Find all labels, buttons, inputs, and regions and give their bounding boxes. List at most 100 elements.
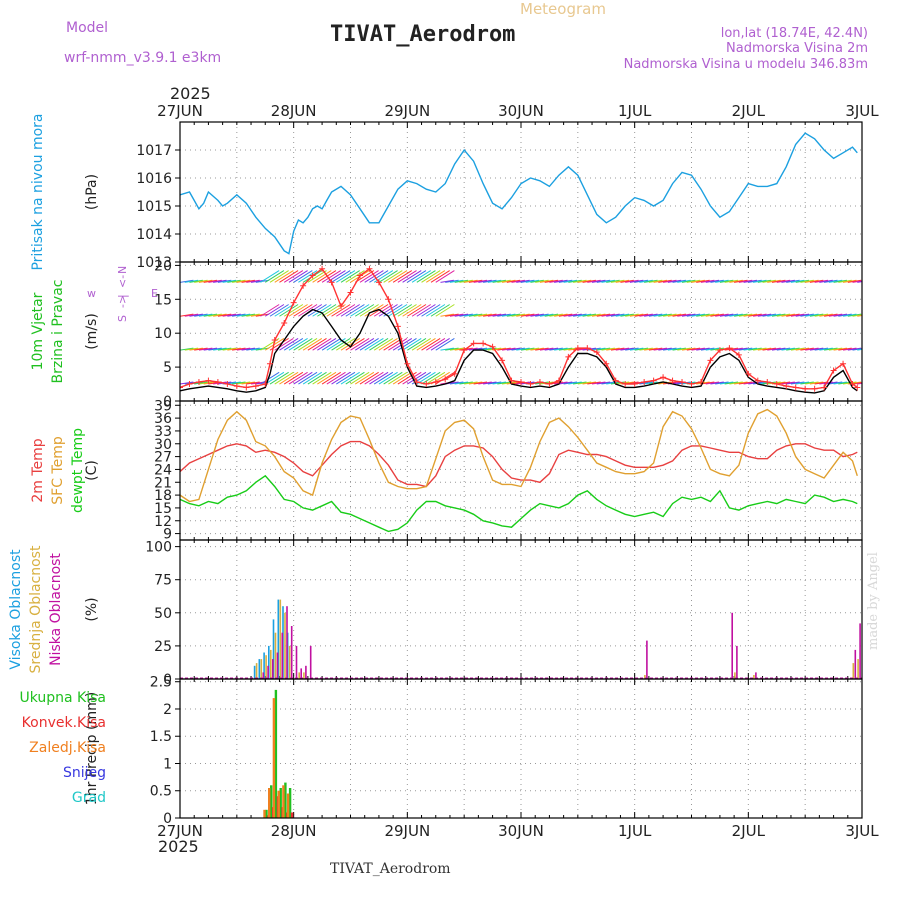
precip-legend-item: Konvek.Kisa [22, 715, 106, 731]
wind-barb [445, 279, 459, 283]
wind-barb [743, 347, 758, 351]
wind-barb [677, 279, 691, 283]
wind-barb [838, 313, 852, 317]
clouds-bar [300, 668, 302, 679]
wind-barb [350, 371, 370, 385]
wind-barb [407, 270, 427, 283]
wind-barb [246, 313, 260, 317]
clouds-bar [734, 672, 736, 679]
wind-barb [246, 347, 260, 351]
lonlat-label: lon,lat (18.74E, 42.4N) [720, 26, 868, 41]
wind-barbs [180, 270, 862, 385]
wind-barb [535, 313, 549, 317]
y-axis-label: (m/s) [84, 313, 100, 350]
wind-barb [402, 337, 422, 351]
gust-marker [518, 379, 524, 386]
wind-barb [771, 313, 786, 317]
gust-marker [442, 376, 449, 383]
wind-barb [269, 304, 289, 317]
wind-barb [596, 347, 611, 351]
precip-legend-item: Ukupna Kisa [19, 690, 106, 706]
y-axis-label: 1hr Precip (mm) [84, 692, 100, 805]
panel-label: Brzina i Pravac [50, 280, 66, 384]
gust-marker [338, 303, 345, 310]
wind-barb [208, 279, 222, 283]
wind-barb [752, 313, 767, 317]
wind-barb [373, 304, 394, 317]
pressure-line [180, 132, 858, 255]
y-tick-label: 33 [154, 424, 172, 440]
wind-barb [558, 347, 573, 351]
temp-line-dewpt [180, 474, 858, 533]
wind-barb [520, 313, 535, 317]
wind-barb [752, 347, 767, 351]
wind-barb [411, 337, 431, 351]
wind-barb [582, 381, 597, 385]
wind-barb [369, 337, 389, 351]
wind-barb [857, 382, 862, 385]
wind-barb [809, 381, 824, 385]
precip-bar [268, 788, 271, 818]
wind-barb [743, 313, 758, 317]
clouds-bar [295, 645, 298, 679]
wind-barb [790, 347, 805, 351]
wind-barb [658, 279, 672, 283]
wind-barb [700, 279, 715, 283]
wind-barb [435, 270, 455, 283]
wind-barb [677, 313, 691, 317]
wind-gust-line [180, 267, 858, 390]
wind-barb [340, 304, 360, 317]
wind-barb [530, 279, 544, 283]
wind-barb [241, 347, 256, 351]
wind-barb [719, 313, 734, 317]
wind-barb [359, 371, 379, 385]
gust-marker [195, 379, 202, 386]
gust-marker [631, 381, 638, 388]
clouds-bar [854, 649, 857, 679]
wind-barb [724, 381, 739, 385]
wind-barb [525, 279, 540, 283]
wind-barb [587, 313, 601, 317]
date-label-top: 2JUL [732, 102, 766, 120]
wind-barb [554, 279, 568, 283]
station-title: TIVAT_Aerodrom [330, 22, 516, 47]
gust-marker [802, 385, 809, 392]
wind-barb [681, 279, 696, 283]
wind-barb [606, 279, 620, 283]
wind-barb [383, 270, 403, 283]
wind-barb [800, 313, 814, 317]
wind-barb [180, 347, 194, 351]
date-label-top: 28JUN [271, 102, 317, 120]
wind-barb [269, 371, 289, 385]
date-label-bottom: 30JUN [498, 822, 544, 840]
wind-barb [852, 314, 862, 317]
wind-barb [629, 279, 644, 283]
model-label: Model [66, 20, 109, 36]
wind-barb [279, 337, 299, 351]
compass-n-label: N [116, 266, 129, 274]
wind-barb [250, 347, 265, 351]
wind-barb [639, 279, 653, 283]
wind-barb [454, 279, 469, 283]
gust-marker [271, 336, 278, 343]
wind-barb [516, 313, 530, 317]
wind-barb [795, 279, 810, 283]
wind-barb [378, 270, 398, 283]
y-tick-label: 9 [163, 527, 172, 543]
wind-barb [317, 337, 337, 351]
wind-barb [506, 279, 521, 283]
wind-barb [208, 313, 222, 317]
y-tick-label: 5 [163, 360, 172, 376]
wind-barb [203, 381, 218, 385]
wind-barb [354, 270, 375, 283]
wind-barb [729, 381, 743, 385]
wind-barb [426, 304, 446, 317]
wind-barb [364, 304, 384, 317]
wind-barb [786, 313, 800, 317]
wind-barb [340, 371, 360, 385]
y-tick-label: 2 [163, 702, 172, 718]
wind-barb [520, 279, 535, 283]
wind-barb [222, 313, 237, 317]
panel-label: Srednja Oblacnost [28, 545, 44, 673]
wind-barb [326, 371, 346, 385]
